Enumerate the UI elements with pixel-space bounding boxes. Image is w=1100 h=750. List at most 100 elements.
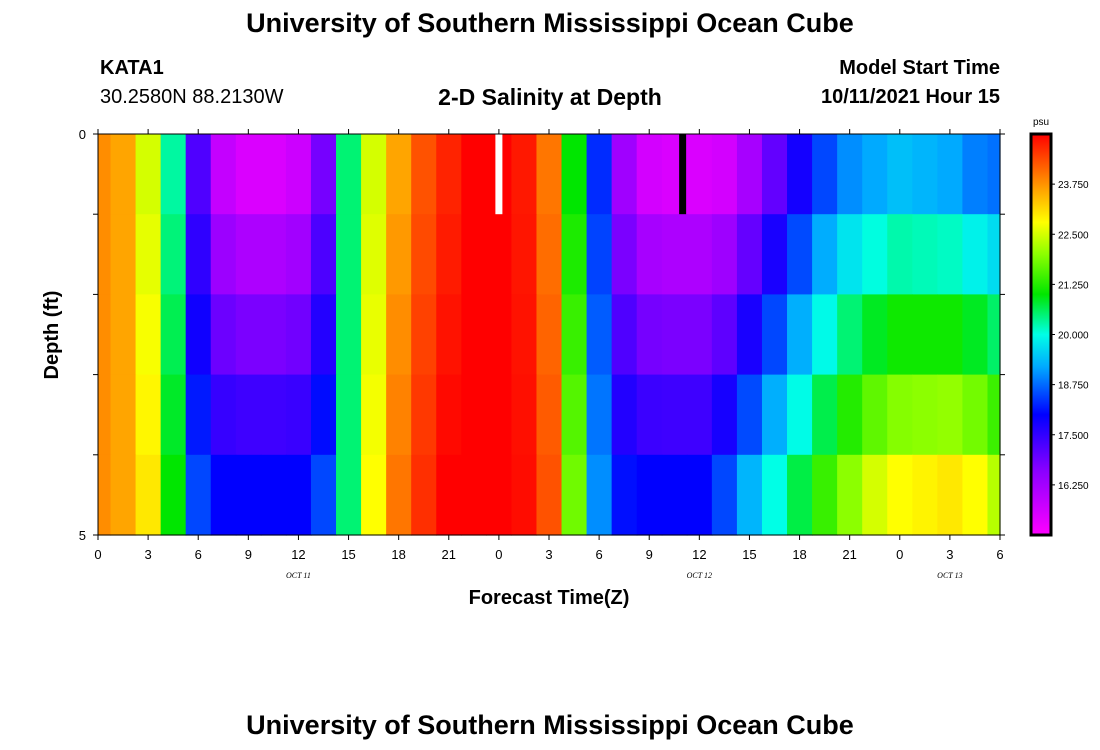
heatmap-cell	[135, 134, 162, 215]
heatmap-cell	[210, 214, 237, 295]
heatmap-cell	[361, 294, 387, 376]
heatmap-cell	[98, 454, 112, 536]
heatmap-cell	[310, 214, 337, 295]
heatmap-cell	[686, 454, 713, 536]
heatmap-cell	[561, 214, 588, 295]
heatmap-cell	[185, 134, 212, 215]
x-tick-label: 9	[245, 547, 252, 562]
heatmap-cell	[636, 214, 663, 295]
heatmap-cell	[862, 374, 888, 456]
heatmap-cell	[711, 294, 738, 376]
heatmap-cell	[135, 374, 162, 456]
heatmap-cell	[837, 374, 863, 456]
heatmap-cell	[98, 134, 112, 215]
heatmap-cell	[787, 294, 813, 376]
heatmap-cell	[386, 454, 412, 536]
heatmap-cell	[411, 294, 437, 376]
heatmap-cell	[536, 214, 563, 295]
heatmap-cell	[937, 134, 964, 215]
heatmap-cell	[812, 374, 838, 456]
heatmap-cell	[611, 294, 638, 376]
heatmap-cell	[536, 294, 563, 376]
x-tick-label: 6	[195, 547, 202, 562]
x-tick-label: 18	[792, 547, 806, 562]
page-title-bottom: University of Southern Mississippi Ocean…	[246, 710, 854, 740]
heatmap-cell	[812, 454, 838, 536]
x-tick-label: 12	[291, 547, 305, 562]
x-tick-label: 0	[896, 547, 903, 562]
heatmap-cell	[661, 294, 688, 376]
heatmap-cell	[962, 294, 989, 376]
heatmap-cell	[210, 294, 237, 376]
heatmap-cell	[711, 454, 738, 536]
heatmap-cell	[511, 294, 538, 376]
heatmap-cell	[761, 374, 788, 456]
heatmap-cell	[937, 294, 964, 376]
heatmap-cell	[260, 454, 287, 536]
heatmap-cells	[98, 134, 1001, 536]
y-axis-title: Depth (ft)	[41, 291, 63, 380]
heatmap-cell	[386, 134, 412, 215]
model-start-time: 10/11/2021 Hour 15	[820, 86, 1000, 108]
x-tick-label: 18	[391, 547, 405, 562]
heatmap-cell	[661, 454, 688, 536]
heatmap-cell	[611, 214, 638, 295]
heatmap-cell	[285, 454, 312, 536]
heatmap-cell	[736, 374, 763, 456]
heatmap-cell	[135, 294, 162, 376]
heatmap-cell	[937, 214, 964, 295]
heatmap-cell	[636, 134, 663, 215]
heatmap-cell	[110, 134, 137, 215]
heatmap-cell	[361, 374, 387, 456]
heatmap-cell	[912, 454, 938, 536]
heatmap-cell	[761, 294, 788, 376]
heatmap-cell	[285, 374, 312, 456]
x-tick-label: 6	[595, 547, 602, 562]
heatmap-cell	[260, 134, 287, 215]
heatmap-cell	[686, 294, 713, 376]
heatmap-cell	[887, 374, 913, 456]
heatmap-cell	[711, 374, 738, 456]
heatmap-cell	[461, 214, 487, 295]
heatmap-cell	[536, 454, 563, 536]
heatmap-cell	[411, 374, 437, 456]
heatmap-cell	[160, 294, 187, 376]
heatmap-cell	[98, 374, 112, 456]
heatmap-cell	[310, 134, 337, 215]
heatmap-cell	[210, 134, 237, 215]
heatmap-cell	[787, 374, 813, 456]
heatmap-cell	[310, 294, 337, 376]
heatmap-cell	[160, 454, 187, 536]
heatmap-cell	[686, 374, 713, 456]
x-tick-label: 15	[341, 547, 355, 562]
heatmap-cell	[812, 294, 838, 376]
date-label: OCT 11	[286, 571, 311, 580]
heatmap-cell	[210, 374, 237, 456]
x-tick-label: 3	[946, 547, 953, 562]
colorbar-gradient	[1029, 132, 1053, 537]
heatmap-cell	[736, 294, 763, 376]
heatmap-cell	[310, 374, 337, 456]
heatmap-cell	[461, 294, 487, 376]
date-label: OCT 13	[937, 571, 962, 580]
heatmap-cell	[511, 134, 538, 215]
heatmap-cell	[160, 214, 187, 295]
heatmap-cell	[185, 454, 212, 536]
heatmap-cell	[260, 374, 287, 456]
heatmap-cell	[386, 214, 412, 295]
heatmap-cell	[987, 134, 1001, 215]
heatmap-cell	[887, 214, 913, 295]
heatmap-cell	[285, 134, 312, 215]
colorbar: psu 23.750 22.500 21.250 20.000 18.750 17.500…	[1029, 117, 1089, 537]
heatmap-cell	[736, 454, 763, 536]
heatmap-cell	[837, 134, 863, 215]
chart-title: 2-D Salinity at Depth	[438, 84, 662, 110]
heatmap-cell	[837, 294, 863, 376]
heatmap-cell	[536, 374, 563, 456]
heatmap-cell	[336, 134, 362, 215]
heatmap-cell	[661, 374, 688, 456]
heatmap-cell	[185, 294, 212, 376]
heatmap-cell	[386, 374, 412, 456]
heatmap-cell	[235, 214, 262, 295]
heatmap-cell	[586, 374, 613, 456]
